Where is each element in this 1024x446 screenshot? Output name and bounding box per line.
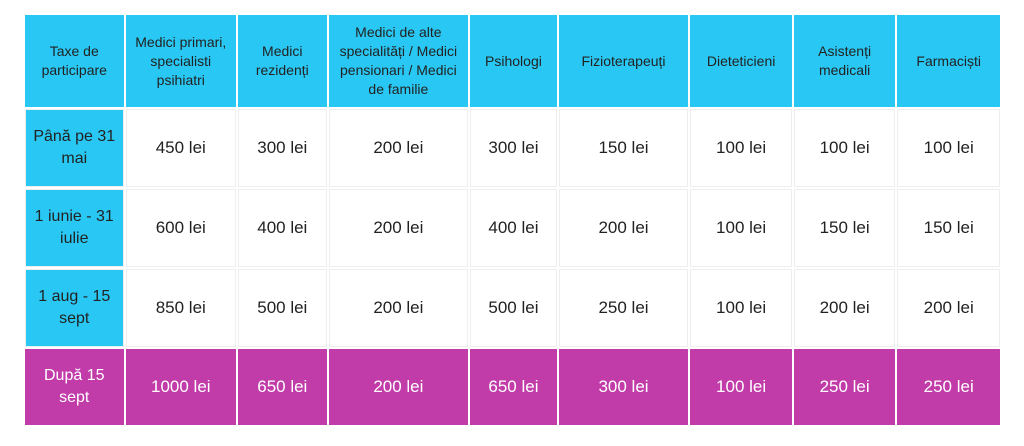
table-cell: 250 lei	[558, 269, 689, 347]
participation-fees-table: Taxe de participare Medici primari, spec…	[23, 13, 1002, 427]
table-header-row: Taxe de participare Medici primari, spec…	[25, 15, 1000, 107]
table-cell: 500 lei	[470, 269, 557, 347]
table-cell: 200 lei	[558, 189, 689, 267]
table-cell: 200 lei	[328, 109, 469, 187]
table-cell: 200 lei	[328, 349, 469, 425]
header-nurses: Asistenți medicali	[793, 15, 896, 107]
table-cell: 100 lei	[690, 189, 792, 267]
table-cell: 150 lei	[558, 109, 689, 187]
header-fees-label: Taxe de participare	[25, 15, 124, 107]
row-period-label: După 15 sept	[25, 349, 124, 425]
table-row: Până pe 31 mai 450 lei 300 lei 200 lei 3…	[25, 109, 1000, 187]
table-cell: 400 lei	[238, 189, 327, 267]
table-cell: 200 lei	[897, 269, 1000, 347]
table-cell: 200 lei	[328, 269, 469, 347]
header-physiotherapists: Fizioterapeuți	[558, 15, 689, 107]
table-row: 1 iunie - 31 iulie 600 lei 400 lei 200 l…	[25, 189, 1000, 267]
header-dieticians: Dieteticieni	[690, 15, 792, 107]
table-cell: 500 lei	[238, 269, 327, 347]
table-row-highlight: După 15 sept 1000 lei 650 lei 200 lei 65…	[25, 349, 1000, 425]
table-cell: 100 lei	[690, 349, 792, 425]
table-cell: 300 lei	[470, 109, 557, 187]
header-psychologists: Psihologi	[470, 15, 557, 107]
table-cell: 450 lei	[125, 109, 237, 187]
table-cell: 100 lei	[793, 109, 896, 187]
table-cell: 400 lei	[470, 189, 557, 267]
header-primary-physicians: Medici primari, specialisti psihiatri	[125, 15, 237, 107]
row-period-label: 1 iunie - 31 iulie	[25, 189, 124, 267]
table-cell: 300 lei	[558, 349, 689, 425]
header-pharmacists: Farmaciști	[897, 15, 1000, 107]
table-cell: 250 lei	[897, 349, 1000, 425]
table-cell: 100 lei	[690, 109, 792, 187]
table-cell: 1000 lei	[125, 349, 237, 425]
table-cell: 850 lei	[125, 269, 237, 347]
table-cell: 200 lei	[793, 269, 896, 347]
header-other-specialties: Medici de alte specialități / Medici pen…	[328, 15, 469, 107]
table-row: 1 aug - 15 sept 850 lei 500 lei 200 lei …	[25, 269, 1000, 347]
header-residents: Medici rezidenți	[238, 15, 327, 107]
table-cell: 600 lei	[125, 189, 237, 267]
table-cell: 650 lei	[470, 349, 557, 425]
table-cell: 300 lei	[238, 109, 327, 187]
table-cell: 200 lei	[328, 189, 469, 267]
table-cell: 250 lei	[793, 349, 896, 425]
table-cell: 100 lei	[897, 109, 1000, 187]
table-cell: 650 lei	[238, 349, 327, 425]
row-period-label: 1 aug - 15 sept	[25, 269, 124, 347]
table-cell: 150 lei	[793, 189, 896, 267]
table-cell: 150 lei	[897, 189, 1000, 267]
fees-table-container: Taxe de participare Medici primari, spec…	[23, 13, 1002, 427]
table-cell: 100 lei	[690, 269, 792, 347]
row-period-label: Până pe 31 mai	[25, 109, 124, 187]
